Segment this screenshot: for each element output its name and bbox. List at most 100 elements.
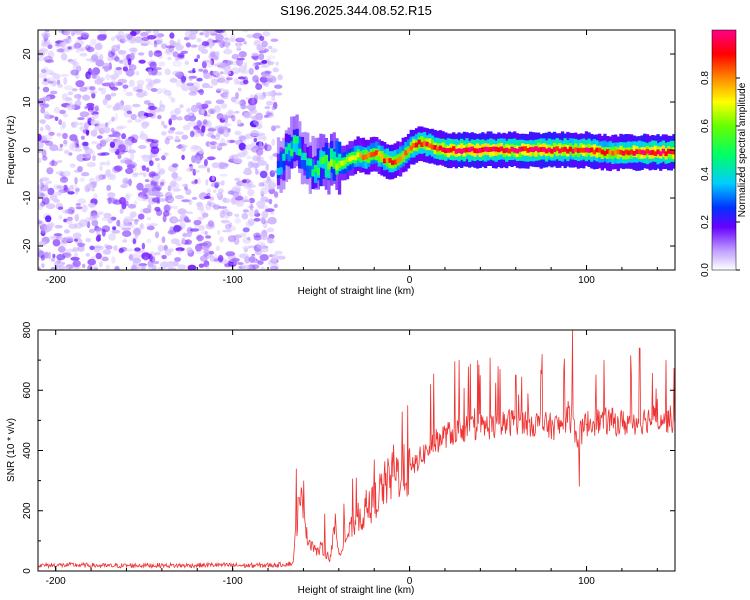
ridge-cell bbox=[327, 161, 331, 179]
noise-cell bbox=[271, 95, 276, 102]
noise-cell bbox=[233, 261, 242, 265]
noise-cell bbox=[160, 104, 166, 108]
noise-cell bbox=[154, 107, 162, 113]
ridge-cell bbox=[555, 146, 559, 152]
ridge-cell bbox=[621, 150, 626, 156]
noise-cell bbox=[242, 170, 253, 175]
noise-cell bbox=[79, 111, 90, 118]
noise-cell bbox=[256, 44, 263, 50]
noise-cell bbox=[136, 195, 146, 202]
noise-cell bbox=[184, 186, 188, 191]
noise-cell bbox=[107, 217, 113, 224]
noise-cell bbox=[107, 197, 112, 205]
noise-cell bbox=[167, 267, 177, 270]
noise-cell bbox=[182, 124, 191, 131]
noise-cell bbox=[68, 152, 73, 156]
noise-cell bbox=[85, 238, 92, 243]
ridge-cell bbox=[420, 136, 424, 148]
ridge-cell bbox=[282, 153, 286, 161]
noise-cell bbox=[86, 161, 97, 168]
snr-ylabel: SNR (10 * v/v) bbox=[6, 418, 17, 482]
noise-cell bbox=[77, 245, 85, 252]
noise-cell bbox=[201, 60, 207, 69]
noise-cell bbox=[148, 50, 153, 58]
noise-cell bbox=[91, 219, 99, 227]
noise-cell bbox=[56, 132, 62, 137]
noise-cell bbox=[141, 115, 148, 120]
noise-cell bbox=[158, 168, 166, 175]
colorbar: 0.0 0.2 0.4 0.6 0.8 Normalized spectral ampl… bbox=[700, 29, 748, 277]
noise-cell bbox=[42, 86, 50, 93]
noise-cell bbox=[144, 179, 150, 183]
noise-cell bbox=[260, 205, 269, 210]
noise-cell bbox=[62, 113, 69, 118]
noise-cell bbox=[226, 37, 236, 43]
noise-cell bbox=[261, 74, 271, 78]
noise-cell bbox=[38, 185, 43, 193]
noise-cell bbox=[134, 218, 140, 222]
noise-cell bbox=[91, 188, 95, 192]
noise-cell bbox=[262, 180, 267, 187]
noise-cell bbox=[102, 126, 111, 134]
noise-cell bbox=[50, 257, 56, 262]
noise-cell bbox=[196, 77, 203, 82]
spectrogram-ytick-label: 0 bbox=[22, 147, 33, 153]
ridge-cell bbox=[404, 150, 408, 156]
noise-cell bbox=[265, 70, 272, 74]
noise-cell bbox=[169, 39, 175, 46]
noise-cell bbox=[103, 212, 112, 219]
noise-cell bbox=[153, 30, 159, 36]
ridge-cell bbox=[558, 148, 562, 154]
noise-cell bbox=[274, 84, 283, 89]
noise-cell bbox=[109, 74, 119, 79]
noise-cell bbox=[243, 41, 247, 45]
noise-cell bbox=[74, 100, 82, 107]
ridge-cell bbox=[356, 152, 360, 158]
colorbar-tick-label: 0.2 bbox=[700, 215, 711, 229]
ridge-cell bbox=[616, 149, 620, 155]
snr-ytick-label: 800 bbox=[22, 321, 33, 338]
noise-cell bbox=[174, 257, 182, 262]
noise-cell bbox=[218, 62, 228, 69]
noise-cell bbox=[222, 229, 231, 233]
noise-cell bbox=[252, 155, 262, 162]
ridge-cell bbox=[483, 146, 488, 152]
noise-cell bbox=[148, 187, 156, 192]
noise-cell bbox=[113, 139, 120, 146]
noise-cell bbox=[254, 248, 262, 256]
ridge-cell bbox=[550, 148, 554, 154]
noise-cell bbox=[188, 112, 194, 117]
noise-cell bbox=[94, 51, 99, 56]
noise-cell bbox=[188, 84, 196, 92]
ridge-cell bbox=[351, 155, 355, 161]
noise-cell bbox=[112, 226, 117, 231]
ridge-cell bbox=[396, 158, 400, 164]
noise-cell bbox=[198, 225, 205, 231]
noise-cell bbox=[222, 91, 229, 95]
noise-cell bbox=[222, 70, 231, 75]
noise-cell bbox=[89, 86, 96, 91]
noise-cell bbox=[274, 125, 281, 129]
noise-cell bbox=[205, 235, 212, 239]
noise-cell bbox=[181, 237, 186, 245]
ridge-cell bbox=[444, 148, 448, 153]
noise-cell bbox=[108, 62, 112, 70]
noise-cell bbox=[171, 172, 178, 179]
noise-cell bbox=[172, 70, 182, 76]
noise-cell bbox=[201, 109, 205, 115]
ridge-cell bbox=[489, 147, 493, 152]
noise-cell bbox=[126, 164, 136, 169]
noise-cell bbox=[268, 198, 273, 205]
noise-cell bbox=[40, 254, 46, 261]
ridge-cell bbox=[290, 148, 294, 156]
noise-cell bbox=[227, 235, 236, 243]
ridge-cell bbox=[529, 147, 533, 152]
noise-cell bbox=[127, 223, 135, 229]
noise-cell bbox=[217, 127, 225, 134]
noise-cell bbox=[208, 250, 215, 255]
noise-cell bbox=[88, 203, 96, 208]
noise-cell bbox=[66, 104, 76, 111]
noise-cell bbox=[82, 94, 91, 101]
colorbar-gradient bbox=[711, 29, 737, 271]
